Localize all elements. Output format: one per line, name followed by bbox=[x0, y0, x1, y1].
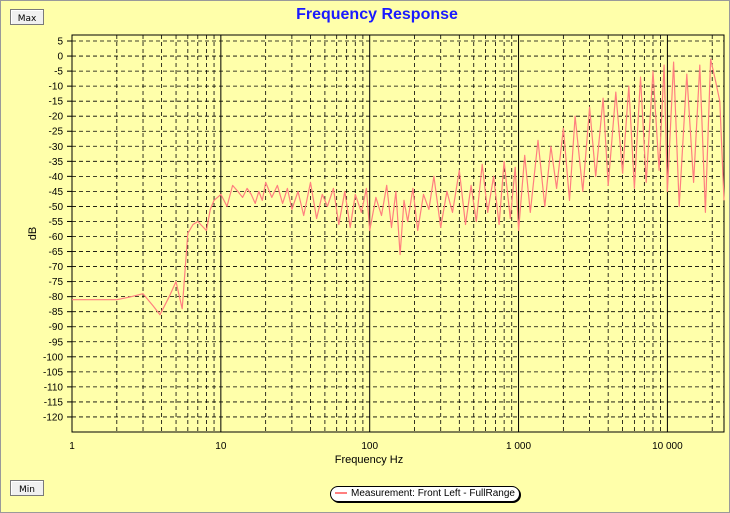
max-button[interactable]: Max bbox=[10, 9, 44, 25]
y-tick-label: -15 bbox=[49, 97, 64, 108]
y-tick-label: -105 bbox=[43, 367, 63, 378]
x-tick-label: 10 bbox=[215, 441, 227, 452]
y-tick-label: -30 bbox=[49, 142, 64, 153]
y-tick-label: -50 bbox=[49, 202, 64, 213]
y-tick-label: -115 bbox=[44, 397, 64, 408]
y-tick-label: -70 bbox=[49, 262, 64, 273]
y-tick-label: -60 bbox=[49, 232, 64, 243]
y-tick-label: -10 bbox=[49, 82, 64, 93]
plot-border bbox=[71, 34, 725, 433]
y-tick-label: -35 bbox=[49, 157, 64, 168]
y-tick-label: -80 bbox=[49, 292, 64, 303]
legend: Measurement: Front Left - FullRange bbox=[330, 486, 520, 502]
y-tick-label: -55 bbox=[49, 217, 64, 228]
tick-layer: 5 0 -5 -10 -15 -20 -25 -30 -35 -40 -45 -50 -55 -60 -65… bbox=[43, 37, 683, 452]
legend-label: Measurement: Front Left - FullRange bbox=[351, 488, 515, 499]
y-tick-label: -110 bbox=[44, 382, 64, 393]
grid-layer bbox=[71, 34, 725, 433]
series-line bbox=[72, 58, 725, 316]
y-tick-label: -95 bbox=[49, 337, 64, 348]
y-tick-label: -5 bbox=[54, 67, 63, 78]
y-tick-label: 5 bbox=[57, 37, 63, 48]
y-tick-label: -120 bbox=[43, 412, 63, 423]
legend-swatch bbox=[335, 492, 347, 495]
y-tick-label: -40 bbox=[49, 172, 64, 183]
x-axis-label: Frequency Hz bbox=[335, 454, 403, 466]
y-tick-label: -90 bbox=[49, 322, 64, 333]
y-axis-label: dB bbox=[27, 227, 39, 240]
y-tick-label: -75 bbox=[49, 277, 64, 288]
y-tick-label: -85 bbox=[49, 307, 64, 318]
chart-title: Frequency Response bbox=[296, 6, 458, 23]
x-tick-label: 10 000 bbox=[652, 441, 683, 452]
x-tick-label: 100 bbox=[361, 441, 378, 452]
y-tick-label: 0 bbox=[57, 52, 63, 63]
y-tick-label: -25 bbox=[49, 127, 64, 138]
y-tick-label: -65 bbox=[49, 247, 64, 258]
y-tick-label: -20 bbox=[49, 112, 64, 123]
x-tick-label: 1 000 bbox=[506, 441, 531, 452]
min-button[interactable]: Min bbox=[10, 480, 44, 496]
series-layer bbox=[72, 58, 725, 316]
y-tick-label: -100 bbox=[43, 352, 63, 363]
x-tick-label: 1 bbox=[69, 441, 75, 452]
y-tick-label: -45 bbox=[49, 187, 64, 198]
